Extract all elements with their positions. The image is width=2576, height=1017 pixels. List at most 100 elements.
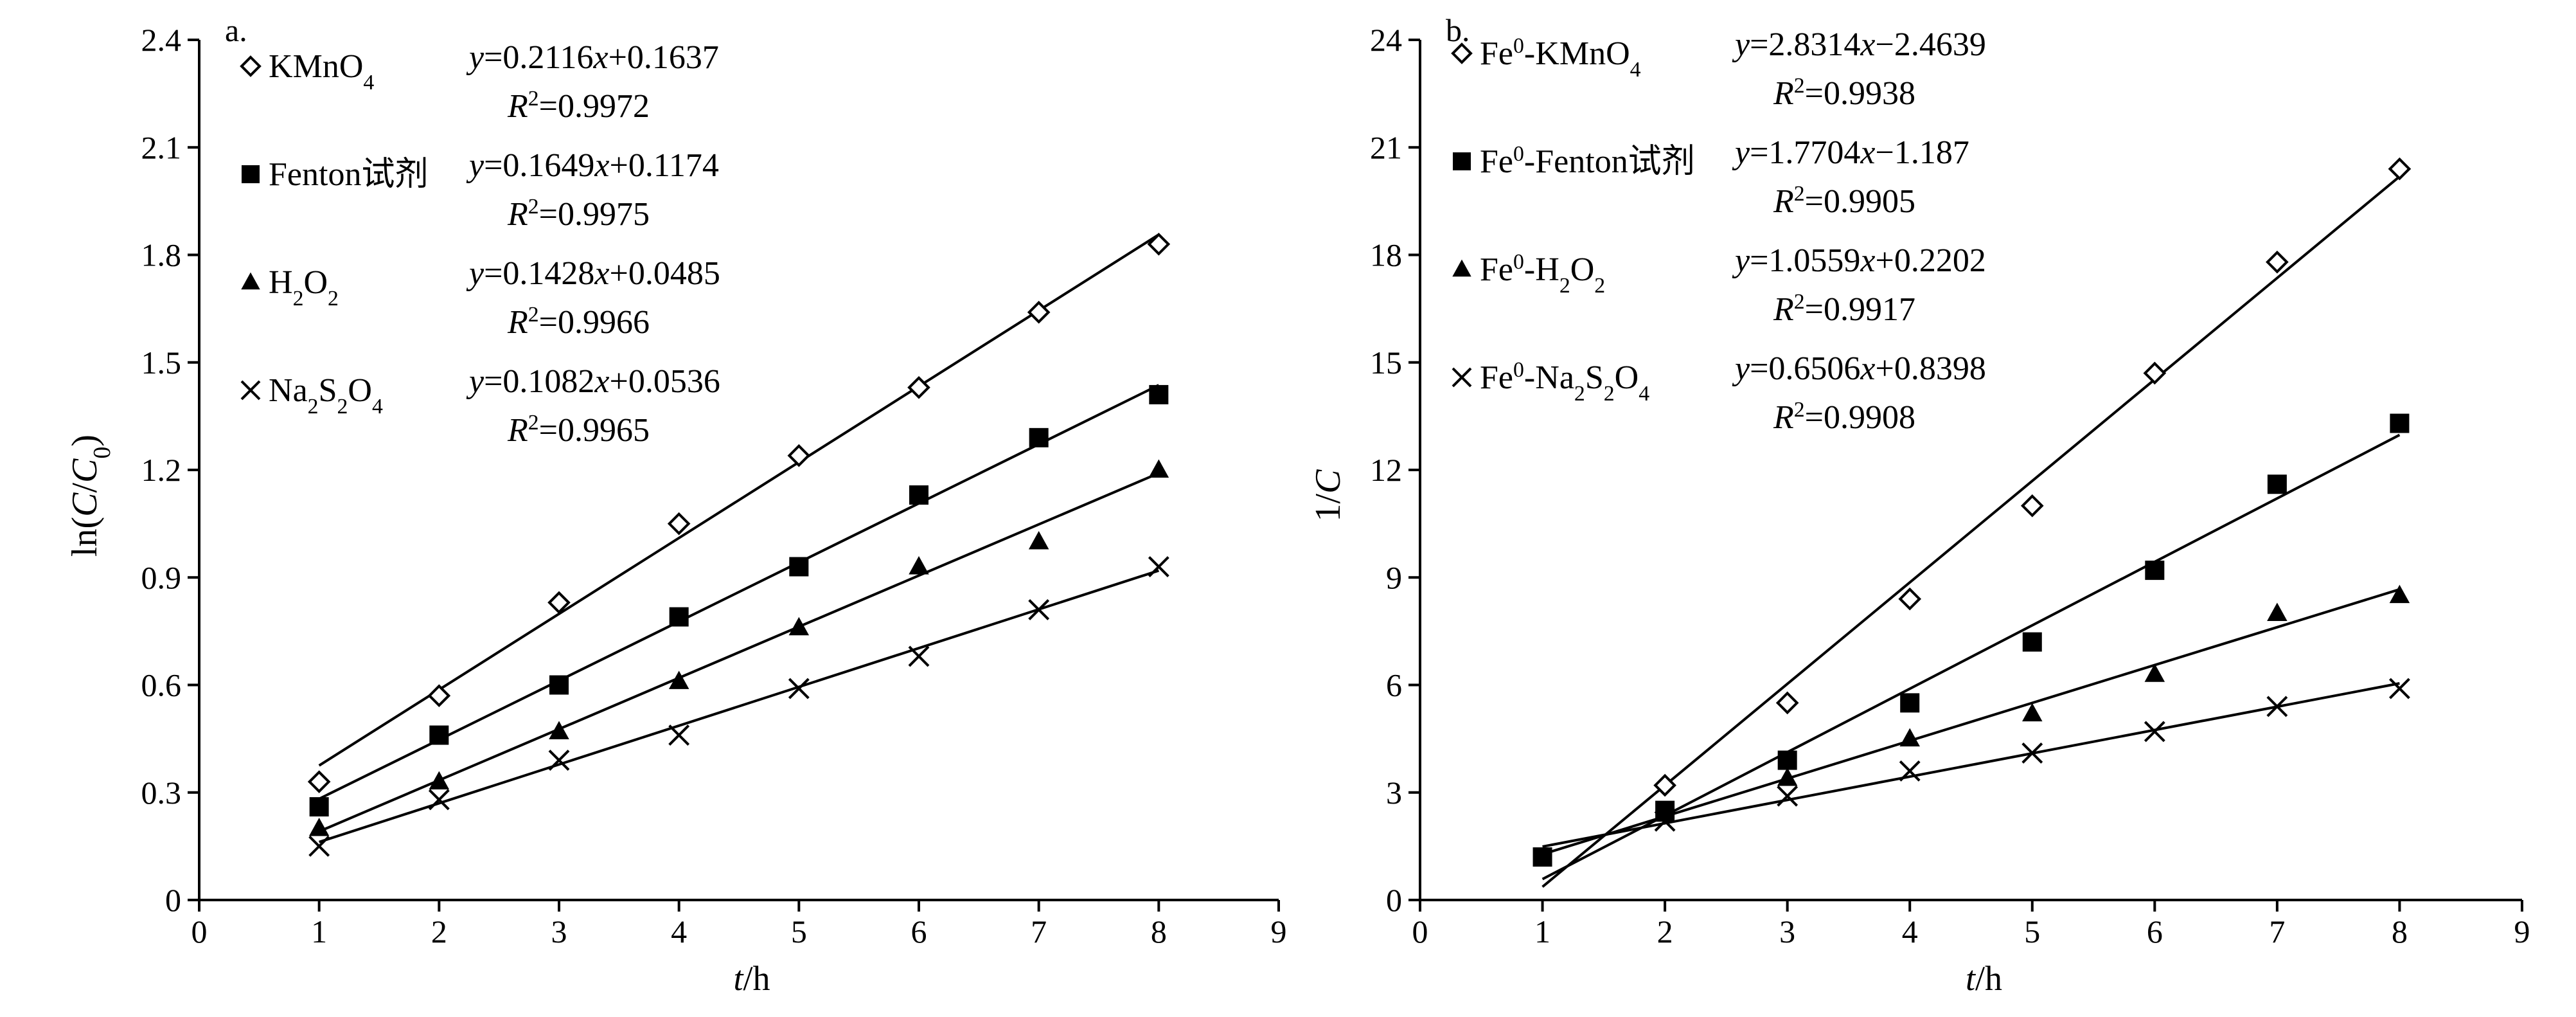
x-tick-label: 8 [1151, 914, 1167, 950]
data-point [668, 670, 689, 689]
data-point [2267, 474, 2287, 494]
x-tick-label: 5 [791, 914, 807, 950]
data-point [667, 512, 691, 536]
data-point [908, 645, 930, 667]
fit-r2: R2=0.9965 [507, 411, 650, 449]
data-point [2389, 584, 2410, 604]
x-tick-label: 4 [671, 914, 687, 950]
data-point [307, 770, 331, 793]
fit-line [318, 472, 1160, 833]
data-point [1777, 750, 1797, 770]
legend-label: Na2S2O4 [269, 372, 383, 419]
data-point [1653, 773, 1676, 797]
data-point [2021, 742, 2043, 764]
data-point [668, 724, 690, 746]
fit-r2: R2=0.9966 [507, 303, 650, 341]
y-axis-label: 1/C [1308, 469, 1348, 522]
data-point [429, 771, 450, 790]
data-point [1898, 587, 1922, 611]
data-point [1899, 760, 1921, 782]
fit-line [1541, 588, 2401, 856]
fit-line [1541, 176, 2401, 888]
fit-equation: y=0.2116x+0.1637 [466, 39, 719, 76]
legend-label: Fe0-Fenton试剂 [1480, 142, 1695, 181]
data-point [1027, 300, 1051, 324]
data-point [309, 797, 329, 817]
data-point [1149, 384, 1169, 404]
fit-line [319, 569, 1159, 843]
y-tick-label: 2.1 [141, 129, 182, 165]
y-tick-label: 15 [1370, 345, 1402, 381]
data-point [1899, 728, 1920, 747]
data-point [428, 789, 450, 811]
series-1: Fe0-Fenton试剂 y=1.7704x−1.187 R2=0.9905 [1453, 134, 2410, 881]
data-point [907, 375, 930, 399]
data-point [547, 591, 571, 615]
data-point [789, 557, 809, 577]
data-point [1775, 691, 1799, 715]
y-tick-label: 6 [1386, 667, 1402, 703]
x-tick-label: 9 [1271, 914, 1287, 950]
data-point [1777, 785, 1799, 807]
x-tick-label: 7 [2269, 914, 2285, 950]
y-tick-label: 1.8 [141, 237, 182, 273]
data-point [669, 607, 689, 627]
y-tick-label: 0.9 [141, 559, 182, 595]
x-tick-label: 5 [2024, 914, 2040, 950]
legend-marker [240, 55, 262, 77]
fit-r2: R2=0.9938 [1773, 74, 1915, 113]
data-point [1028, 531, 1049, 550]
legend-marker [1452, 367, 1472, 388]
data-point [429, 725, 449, 745]
x-tick-label: 3 [1779, 914, 1795, 950]
fit-r2: R2=0.9975 [507, 195, 650, 233]
fit-equation: y=1.7704x−1.187 [1732, 134, 1969, 171]
x-tick-label: 4 [1902, 914, 1918, 950]
series-2: H2O2 y=0.1428x+0.0485 R2=0.9966 [241, 255, 1169, 836]
series-3: Fe0-Na2S2O4 y=0.6506x+0.8398 R2=0.9908 [1452, 350, 2410, 848]
fit-equation: y=0.1428x+0.0485 [466, 255, 720, 292]
fit-equation: y=0.6506x+0.8398 [1732, 350, 1986, 387]
fit-r2: R2=0.9917 [1773, 290, 1915, 328]
data-point [308, 835, 330, 857]
series-2: Fe0-H2O2 y=1.0559x+0.2202 R2=0.9917 [1452, 242, 2410, 856]
legend-label: Fenton试剂 [269, 156, 429, 193]
fit-equation: y=2.8314x−2.4639 [1732, 26, 1986, 63]
data-point [549, 675, 569, 695]
x-tick-label: 1 [311, 914, 327, 950]
y-tick-label: 1.2 [141, 452, 182, 488]
data-point [1147, 232, 1171, 256]
y-tick-label: 12 [1370, 452, 1402, 488]
x-tick-label: 0 [191, 914, 208, 950]
x-tick-label: 8 [2392, 914, 2408, 950]
data-point [549, 721, 569, 739]
data-point [2388, 157, 2412, 181]
data-point [1028, 599, 1050, 620]
legend-marker [242, 165, 260, 183]
fit-r2: R2=0.9908 [1773, 398, 1915, 437]
panel-label: a. [225, 12, 247, 48]
data-point [2389, 678, 2410, 699]
x-tick-label: 6 [911, 914, 927, 950]
series-0: KMnO4 y=0.2116x+0.1637 R2=0.9972 [240, 39, 1171, 793]
data-point [308, 818, 330, 836]
data-point [2022, 703, 2043, 722]
data-point [909, 556, 929, 575]
data-point [788, 616, 810, 636]
x-axis-label: t/h [733, 959, 770, 998]
y-tick-label: 24 [1370, 22, 1402, 58]
data-point [1148, 556, 1169, 577]
y-tick-label: 9 [1386, 559, 1402, 595]
data-point [2390, 413, 2410, 433]
x-tick-label: 9 [2514, 914, 2530, 950]
data-point [2020, 494, 2044, 518]
legend-label: Fe0-H2O2 [1480, 250, 1605, 298]
y-tick-label: 0 [1386, 882, 1402, 918]
data-point [2266, 250, 2289, 274]
fit-line [318, 233, 1160, 767]
fit-line [1541, 433, 2401, 881]
data-point [909, 485, 928, 505]
data-point [1777, 767, 1798, 786]
